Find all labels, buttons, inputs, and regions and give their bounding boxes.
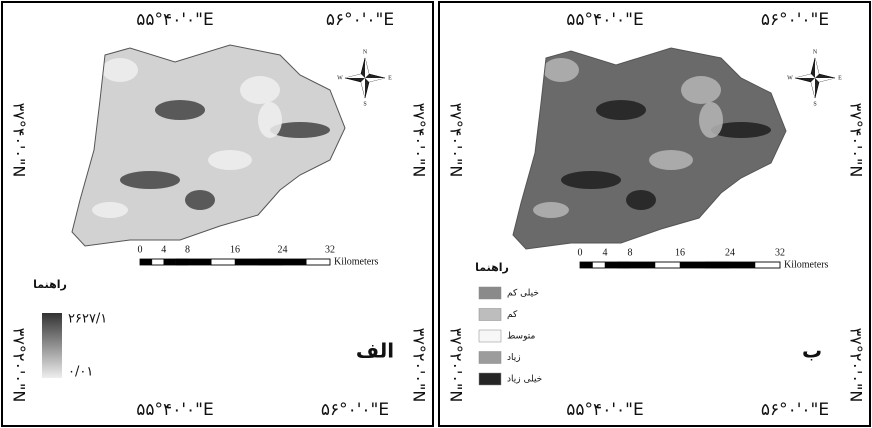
- coord-label: ۳۷°۲۰'۰"N: [10, 328, 29, 403]
- terrain-patch: [533, 202, 569, 218]
- scale-segment: [593, 262, 606, 268]
- scale-segment: [259, 259, 283, 265]
- terrain-patch: [102, 58, 138, 82]
- terrain-patch: [543, 58, 579, 82]
- scale-segment: [705, 262, 730, 268]
- scale-tick-label: 16: [230, 244, 240, 255]
- scale-tick-label: 24: [725, 247, 735, 258]
- coord-label: ۵۵°۴۰'۰"E: [566, 10, 643, 30]
- terrain-patch: [208, 150, 252, 170]
- terrain-patch: [240, 76, 280, 104]
- compass-letter: S: [813, 101, 816, 107]
- scale-unit: Kilometers: [784, 259, 829, 270]
- compass-letter: S: [363, 101, 366, 107]
- compass-letter: N: [813, 49, 818, 55]
- legend-swatch: [479, 373, 501, 385]
- legend-item: کم: [507, 310, 518, 320]
- scale-segment: [580, 262, 593, 268]
- scale-segment: [730, 262, 755, 268]
- scale-tick-label: 8: [628, 247, 633, 258]
- scale-tick-label: 24: [278, 244, 288, 255]
- scale-segment: [283, 259, 307, 265]
- legend-swatch: [479, 287, 501, 299]
- legend-item: متوسط: [507, 332, 535, 342]
- watershed: [497, 40, 797, 260]
- legend-item: خیلی کم: [507, 289, 539, 299]
- legend-swatch: [479, 352, 501, 364]
- terrain-patch: [649, 150, 693, 170]
- legend-title: راهنما: [33, 278, 67, 291]
- scale-segment: [630, 262, 655, 268]
- scale-unit: Kilometers: [334, 256, 379, 267]
- compass-letter: N: [363, 49, 368, 55]
- scale-segment: [211, 259, 235, 265]
- terrain-patch: [681, 76, 721, 104]
- scale-segment: [188, 259, 212, 265]
- compass-letter: E: [388, 75, 392, 81]
- map-panel: ۵۵°۴۰'۰"E ۵۶°۰'۰"E ۵۵°۴۰'۰"E ۵۶°۰'۰"E ۳۷°۴۰'…: [439, 2, 870, 426]
- coord-label: ۵۵°۴۰'۰"E: [136, 400, 213, 420]
- legend-min: ۰/۰۱: [68, 365, 93, 380]
- scale-tick-label: 0: [578, 247, 583, 258]
- legend-swatch: [479, 309, 501, 321]
- watershed-fill: [497, 40, 797, 260]
- scale-tick-label: 32: [775, 247, 785, 258]
- legend-swatch: [479, 330, 501, 342]
- terrain-patch: [155, 100, 205, 120]
- coord-label: ۵۶°۰'۰"E: [761, 10, 829, 30]
- scale-segment: [755, 262, 780, 268]
- terrain-patch: [699, 102, 723, 138]
- map-panel: ۵۵°۴۰'۰"E ۵۶°۰'۰"E ۵۵°۴۰'۰"E ۵۶°۰'۰"E ۳۷°۴۰'…: [2, 2, 433, 426]
- scale-tick-label: 16: [675, 247, 685, 258]
- coord-label: ۵۶°۰'۰"E: [321, 400, 389, 420]
- terrain-patch: [92, 202, 128, 218]
- scale-segment: [618, 262, 631, 268]
- scale-segment: [605, 262, 618, 268]
- watershed: [60, 40, 360, 260]
- compass-letter: E: [838, 75, 842, 81]
- coord-label: ۳۷°۴۰'۰"N: [447, 103, 466, 178]
- terrain-patch: [561, 171, 621, 189]
- terrain-patch: [258, 102, 282, 138]
- coord-label: ۳۷°۲۰'۰"N: [410, 328, 429, 403]
- compass-letter: W: [337, 75, 343, 81]
- panel-label: الف: [356, 339, 394, 363]
- legend-item: زیاد: [507, 353, 521, 363]
- legend-max: ۲۶۲۷/۱: [68, 312, 107, 327]
- scale-segment: [306, 259, 330, 265]
- scale-segment: [655, 262, 680, 268]
- coord-label: ۵۵°۴۰'۰"E: [136, 10, 213, 30]
- terrain-patch: [185, 190, 215, 210]
- coord-label: ۵۵°۴۰'۰"E: [566, 400, 643, 420]
- terrain-patch: [626, 190, 656, 210]
- coord-label: ۳۷°۴۰'۰"N: [10, 103, 29, 178]
- scale-segment: [140, 259, 152, 265]
- terrain-patch: [596, 100, 646, 120]
- scale-segment: [680, 262, 705, 268]
- coord-label: ۳۷°۴۰'۰"N: [410, 103, 429, 178]
- figure: ۵۵°۴۰'۰"E ۵۶°۰'۰"E ۵۵°۴۰'۰"E ۵۶°۰'۰"E ۳۷°۴۰'…: [0, 0, 872, 428]
- scale-segment: [176, 259, 188, 265]
- scale-tick-label: 4: [603, 247, 608, 258]
- scale-tick-label: 4: [161, 244, 166, 255]
- scale-tick-label: 8: [185, 244, 190, 255]
- scale-segment: [164, 259, 176, 265]
- coord-label: ۵۶°۰'۰"E: [326, 10, 394, 30]
- scale-segment: [235, 259, 259, 265]
- coord-label: ۵۶°۰'۰"E: [761, 400, 829, 420]
- scale-segment: [152, 259, 164, 265]
- scale-tick-label: 0: [138, 244, 143, 255]
- scale-tick-label: 32: [325, 244, 335, 255]
- coord-label: ۳۷°۲۰'۰"N: [847, 328, 866, 403]
- compass-letter: W: [787, 75, 793, 81]
- legend-item: خیلی زیاد: [507, 375, 542, 385]
- coord-label: ۳۷°۲۰'۰"N: [447, 328, 466, 403]
- legend-ramp: [42, 313, 62, 378]
- coord-label: ۳۷°۴۰'۰"N: [847, 103, 866, 178]
- panel-label: ب: [802, 339, 822, 363]
- terrain-patch: [120, 171, 180, 189]
- legend-title: راهنما: [475, 261, 509, 274]
